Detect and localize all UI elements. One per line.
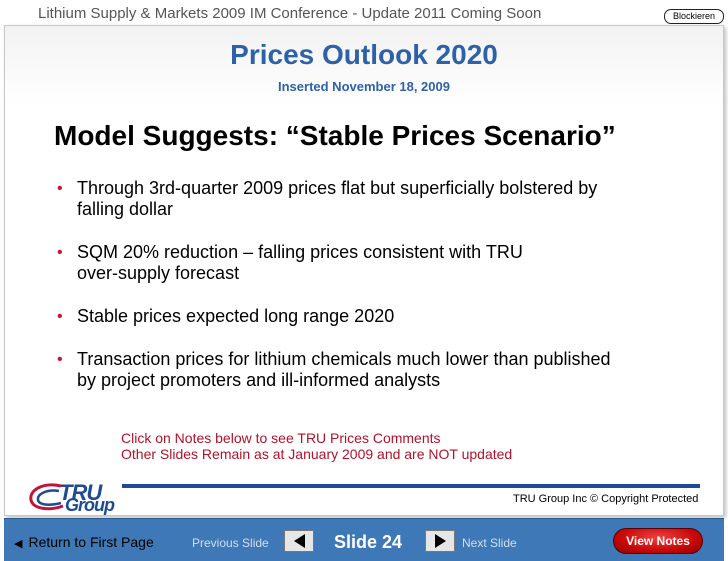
slide-heading: Model Suggests: “Stable Prices Scenario” xyxy=(54,120,616,151)
return-to-first-page-label: Return to First Page xyxy=(28,534,154,550)
view-notes-button[interactable]: View Notes xyxy=(613,528,703,554)
slide-subtitle: Inserted November 18, 2009 xyxy=(278,79,450,94)
return-to-first-page-link[interactable]: ◀ Return to First Page xyxy=(14,534,154,550)
navigation-bar: ◀ Return to First Page Previous Slide Sli… xyxy=(4,518,724,561)
bullet-text: Transaction prices for lithium chemicals… xyxy=(77,349,611,390)
arrow-left-icon: ◀ xyxy=(14,538,23,550)
copyright-text: TRU Group Inc © Copyright Protected xyxy=(513,493,699,505)
notes-line-2: Other Slides Remain as at January 2009 a… xyxy=(121,446,513,462)
tru-group-logo: TRU Group xyxy=(25,480,115,515)
bullet-text: Stable prices expected long range 2020 xyxy=(77,306,395,326)
bullet-item: SQM 20% reduction – falling prices consi… xyxy=(55,242,695,284)
logo-swoosh-icon xyxy=(29,483,64,511)
block-button[interactable]: Blockieren xyxy=(664,9,724,24)
notes-line-1: Click on Notes below to see TRU Prices C… xyxy=(121,430,441,446)
bullet-item: Stable prices expected long range 2020 xyxy=(55,306,695,327)
top-bar: Lithium Supply & Markets 2009 IM Confere… xyxy=(0,0,728,26)
notes-message: Click on Notes below to see TRU Prices C… xyxy=(121,430,512,462)
triangle-right-icon xyxy=(434,534,446,548)
bullet-item: Transaction prices for lithium chemicals… xyxy=(55,349,695,391)
bullet-item: Through 3rd-quarter 2009 prices flat but… xyxy=(55,178,695,220)
footer-divider xyxy=(122,484,700,488)
previous-slide-label[interactable]: Previous Slide xyxy=(192,536,269,550)
slide-number: Slide 24 xyxy=(334,532,403,552)
next-slide-button[interactable] xyxy=(425,530,455,552)
triangle-left-icon xyxy=(293,534,305,548)
bullet-list: Through 3rd-quarter 2009 prices flat but… xyxy=(55,178,695,391)
bullet-text: SQM 20% reduction – falling prices consi… xyxy=(77,242,523,283)
logo-text-tru: TRU xyxy=(59,480,102,505)
next-slide-label[interactable]: Next Slide xyxy=(462,536,517,550)
bullet-text: Through 3rd-quarter 2009 prices flat but… xyxy=(77,178,598,219)
previous-slide-button[interactable] xyxy=(284,530,314,552)
logo-text-group: Group xyxy=(65,495,115,515)
slide-title: Prices Outlook 2020 xyxy=(230,39,498,70)
slide-header-background xyxy=(5,26,723,106)
slide: Prices Outlook 2020 Inserted November 18… xyxy=(4,25,724,516)
conference-title: Lithium Supply & Markets 2009 IM Confere… xyxy=(38,5,542,22)
